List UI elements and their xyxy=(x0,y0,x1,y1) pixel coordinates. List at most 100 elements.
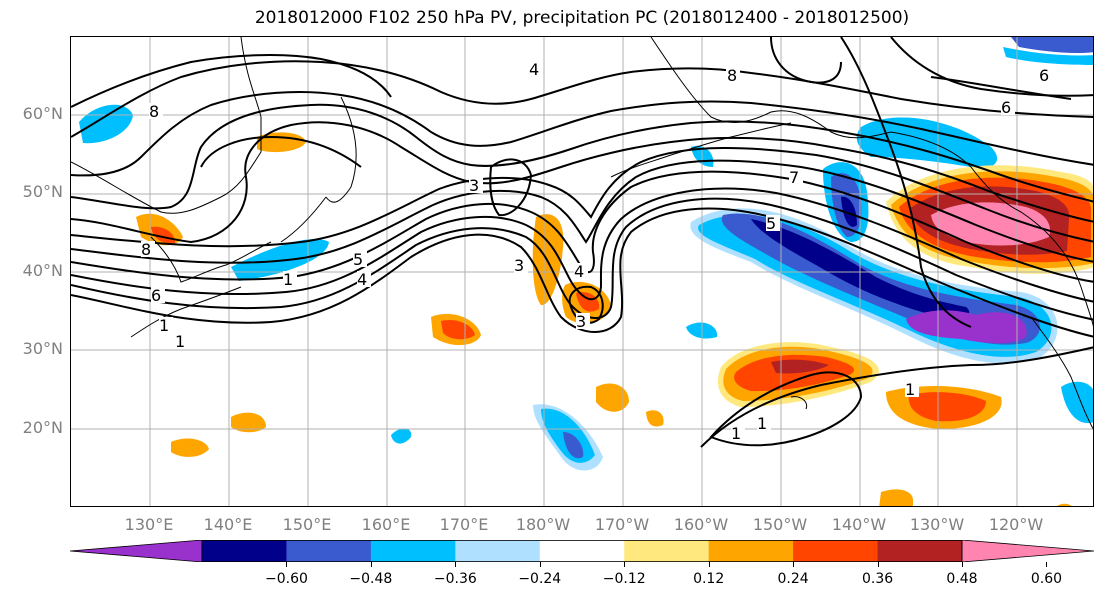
pv-contour-4 xyxy=(71,170,1093,283)
precip-neg-ne-corner-cyan xyxy=(1003,47,1093,65)
colorbar-segment xyxy=(286,540,372,562)
precip-pos-175w-column xyxy=(532,214,564,306)
pv-contour-16 xyxy=(709,371,863,447)
colorbar-extend-high xyxy=(961,540,1094,562)
pv-contour-20 xyxy=(930,76,1072,100)
colorbar-extend-low xyxy=(70,540,203,562)
contour-label: 1 xyxy=(905,380,915,399)
lon-label-140w: 140°W xyxy=(831,515,887,534)
colorbar xyxy=(70,540,1094,562)
colorbar-tick-label: −0.12 xyxy=(602,571,646,587)
gridlines xyxy=(71,37,1093,506)
colorbar-tick-mark xyxy=(962,562,963,567)
contour-label: 1 xyxy=(159,316,169,335)
pv-contour-3 xyxy=(71,187,1093,303)
contour-label: 1 xyxy=(731,424,741,443)
lon-label-150w: 150°W xyxy=(752,515,808,534)
precip-neg-alaska xyxy=(856,117,998,169)
lon-label-170w: 170°W xyxy=(594,515,650,534)
precip-pos-pnw-pink xyxy=(931,202,1051,246)
contour-label: 4 xyxy=(574,262,584,281)
colorbar-segment xyxy=(624,540,710,562)
map-title: 2018012000 F102 250 hPa PV, precipitatio… xyxy=(254,8,910,28)
contour-label: 6 xyxy=(1001,98,1011,117)
colorbar-tick-label: 0.36 xyxy=(861,571,894,587)
coastlines xyxy=(71,37,1093,430)
colorbar-segment xyxy=(539,540,625,562)
map-panel: 8 4 8 6 6 7 3 3 4 3 5 4 1 1 6 8 1 5 1 xyxy=(70,36,1094,507)
contour-label: 6 xyxy=(151,286,161,305)
pv-contour-10 xyxy=(71,60,1093,138)
coast-alaska xyxy=(650,37,1093,327)
contour-label: 4 xyxy=(529,60,539,79)
coast-kuriles xyxy=(280,196,327,243)
precip-pos-165e-red xyxy=(441,319,475,340)
colorbar-tick-label: −0.36 xyxy=(433,571,477,587)
precip-neg-small-180 xyxy=(391,428,412,444)
precip-positive-shading xyxy=(136,132,1093,506)
contour-label: 3 xyxy=(576,312,586,331)
colorbar-tick-mark xyxy=(539,562,541,567)
precip-pos-150e-south xyxy=(231,412,266,433)
precip-neg-west-pacific xyxy=(79,104,133,144)
colorbar-tick-label: 0.12 xyxy=(693,571,725,587)
pv-contours xyxy=(71,37,1093,448)
colorbar-segment xyxy=(708,540,794,562)
lon-label-140e: 140°E xyxy=(203,515,253,534)
precip-neg-baja xyxy=(1061,381,1093,424)
lon-label-120w: 120°W xyxy=(988,515,1044,534)
contour-label: 7 xyxy=(789,168,799,187)
pv-contour-11 xyxy=(71,54,392,108)
colorbar-tick-mark xyxy=(877,562,879,567)
lat-label-20n: 20°N xyxy=(22,418,63,437)
contour-label: 8 xyxy=(141,240,151,259)
lat-label-40n: 40°N xyxy=(22,261,63,280)
pv-contour-15 xyxy=(700,346,1093,448)
contour-label: 3 xyxy=(514,256,524,275)
lon-label-180w: 180°W xyxy=(515,515,571,534)
lon-label-130w: 130°W xyxy=(909,515,965,534)
pv-contour-9 xyxy=(71,91,1093,177)
lat-label-60n: 60°N xyxy=(22,104,63,123)
lat-label-50n: 50°N xyxy=(22,182,63,201)
colorbar-tick-label: 0.24 xyxy=(777,571,809,587)
colorbar-tick-mark xyxy=(708,562,710,567)
pv-contour-7 xyxy=(71,121,1093,244)
contour-label: 1 xyxy=(175,332,185,351)
colorbar-tick-mark xyxy=(624,562,626,567)
pv-contour-17 xyxy=(840,37,972,328)
contour-label: 4 xyxy=(357,270,367,289)
precip-pos-west-140e-south xyxy=(171,438,209,457)
precip-pos-band-dark xyxy=(771,359,829,374)
coast-hawaii xyxy=(790,396,808,410)
pv-contour-19 xyxy=(890,37,1093,97)
precip-pos-east-20n-red xyxy=(908,392,986,422)
contour-label: 3 xyxy=(469,176,479,195)
colorbar-tick-mark xyxy=(793,562,795,567)
coast-aleutians xyxy=(610,122,792,178)
colorbar-tick-mark xyxy=(286,562,288,567)
coast-na-west xyxy=(1030,316,1093,430)
precip-pos-20n-165w xyxy=(596,383,629,412)
lon-label-160e: 160°E xyxy=(361,515,411,534)
colorbar-tick-mark xyxy=(370,562,372,567)
contour-label: 1 xyxy=(283,270,293,289)
pv-contour-12 xyxy=(200,135,362,168)
colorbar-tick-label: −0.60 xyxy=(264,571,308,587)
coast-asia xyxy=(71,37,262,214)
pv-contour-13 xyxy=(489,158,533,217)
pv-contour-18 xyxy=(770,37,842,84)
pv-contour-1 xyxy=(71,207,1093,338)
map-plot: 8 4 8 6 6 7 3 3 4 3 5 4 1 1 6 8 1 5 1 xyxy=(71,37,1093,506)
pv-contour-6 xyxy=(71,147,1093,248)
colorbar-segment xyxy=(877,540,963,562)
lon-label-170e: 170°E xyxy=(439,515,489,534)
precip-pos-small-east xyxy=(1057,503,1072,506)
precip-pos-175w-blob-red xyxy=(576,292,600,312)
coast-kamchatka xyxy=(325,96,357,203)
precip-neg-band-purple xyxy=(906,310,1027,344)
colorbar-tick-mark xyxy=(1046,562,1048,567)
lat-label-30n: 30°N xyxy=(22,339,63,358)
contour-label: 8 xyxy=(727,66,737,85)
contour-labels: 8 4 8 6 6 7 3 3 4 3 5 4 1 1 6 8 1 5 1 xyxy=(141,60,1053,443)
